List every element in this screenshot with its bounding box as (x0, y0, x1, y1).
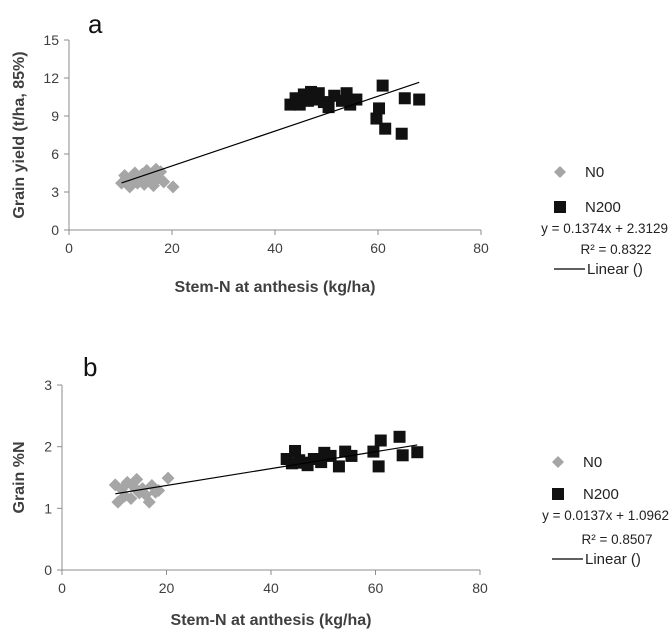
x-tick-label: 40 (267, 240, 283, 256)
data-point-n200 (315, 456, 328, 469)
y-tick-label: 1 (44, 500, 52, 516)
x-tick-label: 0 (65, 240, 73, 256)
legend-marker-n0 (554, 166, 566, 178)
trendline-equation: y = 0.1374x + 2.3129 (541, 221, 668, 236)
legend-label-linear: Linear () (587, 261, 643, 278)
y-tick-label: 0 (51, 222, 59, 238)
legend-label-n0: N0 (585, 164, 604, 181)
data-point-n200 (379, 122, 392, 135)
x-tick-label: 60 (370, 240, 386, 256)
data-point-n200 (398, 92, 411, 105)
chart-panel-b: 0 1 2 3 0 20 40 60 80 Stem-N at anthesis (kg/ha) G… (11, 352, 669, 629)
y-axis-label: Grain %N (11, 441, 28, 513)
data-point-n200 (370, 112, 383, 125)
data-point-n200 (322, 101, 335, 114)
legend-label-linear: Linear () (585, 551, 641, 568)
legend-marker-n0 (552, 456, 564, 468)
x-tick-label: 20 (164, 240, 180, 256)
data-point-n0 (157, 175, 171, 189)
y-tick-label: 6 (51, 146, 59, 162)
data-point-n0 (130, 472, 144, 486)
x-tick-label: 20 (159, 580, 175, 596)
data-point-n0 (161, 471, 175, 485)
y-tick-label: 0 (44, 562, 52, 578)
data-point-n200 (340, 87, 353, 100)
legend-label-n200: N200 (585, 199, 621, 216)
data-point-n200 (373, 102, 386, 115)
y-tick-label: 12 (43, 70, 59, 86)
trendline-r-squared: R² = 0.8507 (582, 532, 653, 547)
data-point-n200 (411, 446, 424, 459)
x-tick-label: 60 (368, 580, 384, 596)
x-tick-label: 80 (473, 240, 489, 256)
y-tick-label: 3 (51, 184, 59, 200)
legend-marker-n200 (554, 201, 566, 213)
legend-marker-n200 (552, 488, 564, 500)
x-tick-label: 0 (58, 580, 66, 596)
data-point-n200 (289, 444, 302, 457)
data-point-n200 (374, 434, 387, 447)
y-axis-label: Grain yield (t/ha, 85%) (11, 51, 28, 218)
legend-label-n200: N200 (583, 486, 619, 503)
x-axis-label: Stem-N at anthesis (kg/ha) (171, 612, 372, 629)
data-point-n200 (393, 430, 406, 443)
panel-label: b (83, 352, 97, 382)
panel-label: a (88, 9, 103, 39)
trendline (115, 444, 418, 495)
data-point-n0 (142, 495, 156, 509)
trendline-r-squared: R² = 0.8322 (581, 242, 652, 257)
data-point-n200 (372, 460, 385, 473)
data-point-n200 (376, 79, 389, 92)
y-tick-label: 3 (44, 377, 52, 393)
trendline (121, 81, 420, 184)
y-tick-label: 15 (43, 32, 59, 48)
data-point-n200 (413, 93, 426, 106)
x-axis-label: Stem-N at anthesis (kg/ha) (175, 279, 376, 296)
legend-label-n0: N0 (583, 454, 602, 471)
data-point-n0 (166, 180, 180, 194)
data-point-n200 (396, 449, 409, 462)
chart-panel-a: 0 3 6 9 12 15 0 20 40 60 80 Stem-N at anthesis (kg/… (11, 9, 668, 296)
x-tick-label: 40 (263, 580, 279, 596)
y-tick-label: 2 (44, 439, 52, 455)
data-point-n200 (395, 127, 408, 140)
data-point-n200 (332, 460, 345, 473)
x-tick-label: 80 (472, 580, 488, 596)
y-tick-label: 9 (51, 108, 59, 124)
data-point-n0 (124, 491, 138, 505)
trendline-equation: y = 0.0137x + 1.0962 (542, 508, 669, 523)
